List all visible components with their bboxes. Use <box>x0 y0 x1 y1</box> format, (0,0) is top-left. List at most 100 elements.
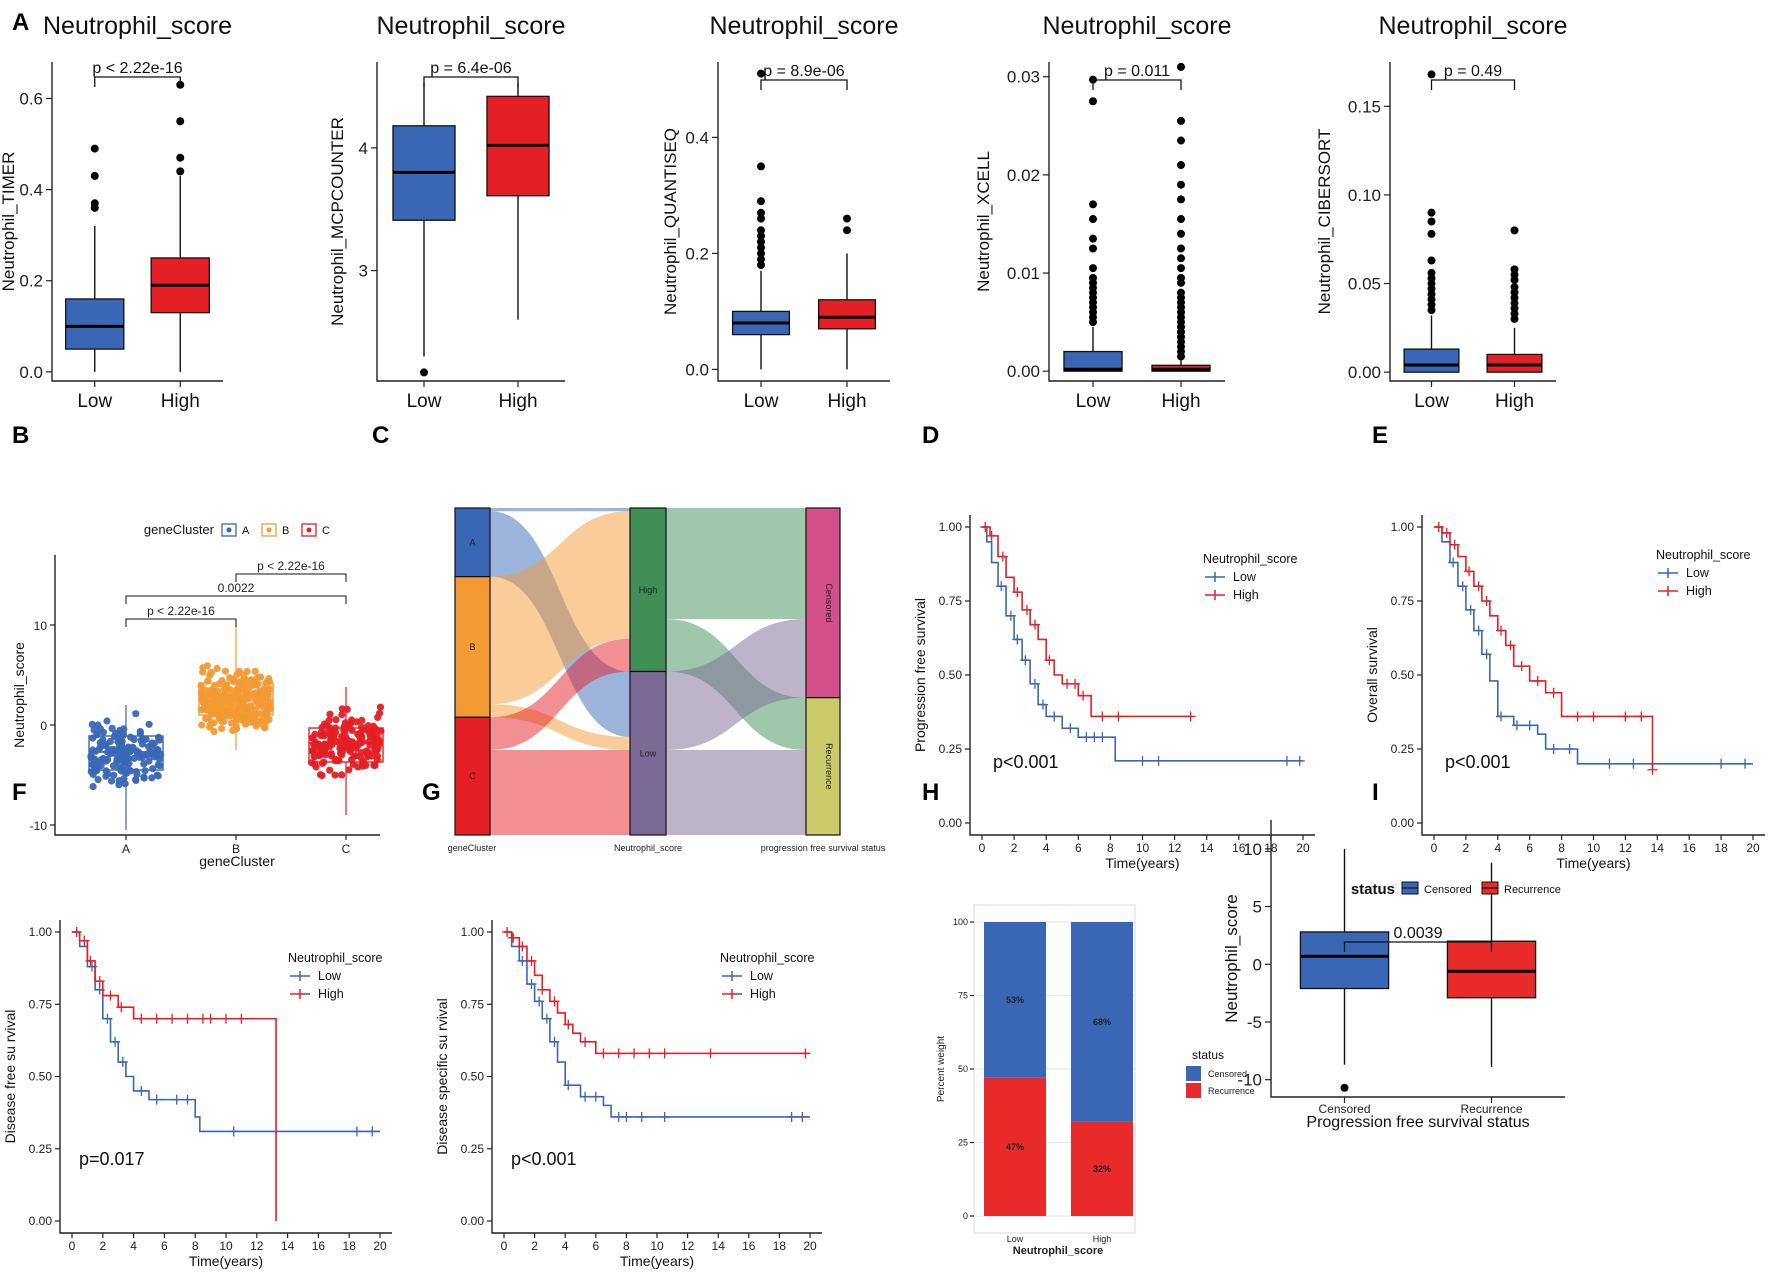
outlier-point <box>90 171 99 180</box>
jitter-point <box>308 747 316 755</box>
legend-title: Neutrophil_score <box>1203 552 1298 566</box>
outlier-point <box>1177 62 1185 71</box>
censor-mark <box>526 979 537 990</box>
legend-title: status <box>1351 881 1395 898</box>
p-value-label: p<0.001 <box>511 1149 577 1169</box>
y-tick-label: 0.15 <box>1348 97 1381 116</box>
bar-recurrence <box>1071 1121 1133 1216</box>
censor-mark <box>659 1048 670 1059</box>
outlier-point <box>757 226 765 235</box>
data-label: 32% <box>1093 1164 1111 1174</box>
y-tick-label: 0.75 <box>1391 594 1415 608</box>
jitter-point <box>362 725 370 734</box>
jitter-point <box>326 766 334 774</box>
outlier-point <box>1427 70 1436 79</box>
x-tick-label: 20 <box>1296 841 1310 855</box>
x-tick-label: A <box>122 842 130 856</box>
x-tick-label: 12 <box>1619 841 1633 855</box>
x-tick-label: 10 <box>650 1239 664 1253</box>
jitter-point <box>115 781 123 789</box>
y-axis-label: Neutrophil_CIBERSORT <box>1315 129 1334 315</box>
jitter-point <box>99 728 107 736</box>
p-value-label: p < 2.22e-16 <box>92 60 182 77</box>
outlier-point <box>1427 217 1436 226</box>
x-tick-label: B <box>232 842 240 856</box>
jitter-point <box>332 716 340 724</box>
panel-letter: A <box>12 9 29 36</box>
x-tick-label: 8 <box>623 1239 630 1253</box>
sankey-axis-label: geneCluster <box>448 843 497 853</box>
jitter-point <box>218 717 226 725</box>
sankey-node-label: B <box>469 642 475 652</box>
censor-mark <box>1647 764 1658 775</box>
km-curve-low <box>504 931 810 1118</box>
x-tick-label: High <box>1495 391 1534 412</box>
jitter-point <box>198 721 206 729</box>
censor-mark <box>136 1013 147 1024</box>
y-tick-label: 25 <box>958 1138 968 1148</box>
jitter-point <box>326 710 334 718</box>
panel-letter: C <box>372 422 389 449</box>
censor-mark <box>136 1085 147 1096</box>
censor-mark <box>549 1036 560 1047</box>
y-tick-label: 0.02 <box>1007 166 1040 185</box>
y-axis-label: Neutrophil_score <box>1222 894 1241 1023</box>
y-tick-label: 5 <box>1253 898 1262 917</box>
chart-title: Neutrophil_score <box>1043 12 1232 40</box>
legend-label: A <box>242 525 250 537</box>
jitter-point <box>201 706 210 714</box>
y-tick-label: 0.00 <box>1007 362 1040 381</box>
jitter-point <box>227 719 236 727</box>
jitter-point <box>150 739 158 747</box>
y-tick-label: 0.2 <box>685 244 709 263</box>
outlier-point <box>1177 288 1185 297</box>
panel-A2: Neutrophil_score 3 4 Neutrophil_MCPCOUNTER L… <box>328 12 566 412</box>
panel-E: E 0.00 0.25 0.50 0.75 1.00 0 2 4 6 8 10 12 14 16 18 20 Ov… <box>1364 422 1765 871</box>
censor-mark <box>171 1094 182 1105</box>
y-tick-label: 0.75 <box>29 997 53 1011</box>
censor-mark <box>1029 678 1040 689</box>
jitter-point <box>241 716 249 725</box>
y-tick-label: 0.25 <box>1391 742 1415 756</box>
x-tick-label: 10 <box>1136 841 1150 855</box>
censor-mark <box>1005 610 1016 621</box>
axis-lines <box>1421 515 1765 836</box>
sankey-node-a <box>454 507 491 578</box>
panel-letter: D <box>922 422 939 449</box>
jitter-point <box>310 753 319 761</box>
y-tick-label: 0.50 <box>461 1070 485 1084</box>
legend-key <box>1186 1066 1201 1081</box>
outlier-point <box>1177 116 1185 125</box>
jitter-point <box>90 726 98 734</box>
jitter-point <box>265 678 273 686</box>
jitter-point <box>242 703 250 711</box>
jitter-point <box>234 690 242 698</box>
y-tick-label: 0.4 <box>685 128 709 147</box>
x-tick-label: 16 <box>1683 841 1697 855</box>
axis-lines <box>717 62 890 382</box>
box-high <box>1486 353 1543 373</box>
x-tick-label: 12 <box>250 1239 264 1253</box>
jitter-point <box>352 752 360 760</box>
jitter-point <box>140 774 148 782</box>
jitter-point <box>263 710 271 718</box>
outlier-point <box>1427 268 1436 277</box>
x-tick-label: 8 <box>192 1239 199 1253</box>
axis-lines <box>969 515 1315 836</box>
jitter-point <box>110 771 118 779</box>
y-tick-label: 0.00 <box>1348 363 1381 382</box>
km-curve-high <box>1434 526 1654 770</box>
censor-mark <box>1097 711 1108 722</box>
legend-label: C <box>322 525 330 537</box>
panel-letter: B <box>12 422 29 449</box>
censor-mark <box>221 1013 231 1024</box>
jitter-point <box>120 752 128 760</box>
p-value-label: p = 8.9e-06 <box>763 63 845 80</box>
jitter-point <box>132 710 140 718</box>
jitter-point <box>145 720 153 728</box>
censor-mark <box>1294 755 1305 766</box>
sankey-node-label: A <box>469 537 475 547</box>
jitter-point <box>94 776 102 784</box>
x-tick-label: 16 <box>312 1239 326 1253</box>
sankey-node-censored <box>805 507 841 699</box>
